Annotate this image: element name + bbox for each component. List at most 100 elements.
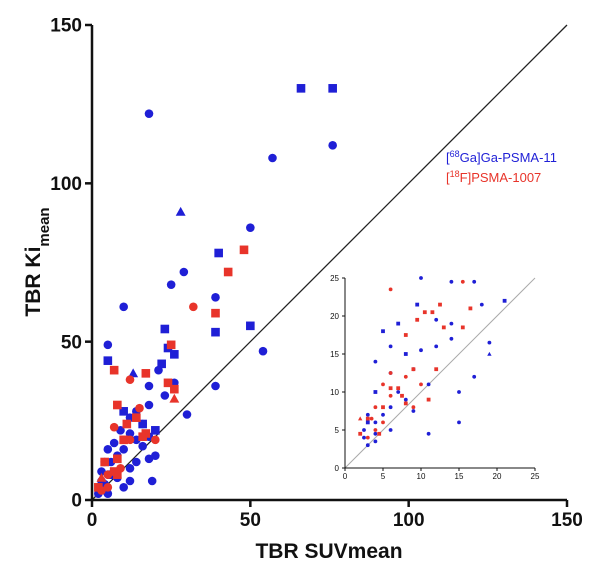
data-point [365,435,370,440]
x-tick-label: 20 [493,472,502,481]
data-point [487,351,492,356]
y-tick-label: 0 [335,464,340,473]
data-point [441,325,446,330]
legend-text-sup: 18 [450,169,460,179]
axis-titles: TBR SUVmean TBR Kimean [22,207,403,563]
data-point [426,431,431,436]
data-point [151,426,160,435]
data-point [100,457,109,467]
data-point [438,302,442,307]
legend-text-pre: [ [446,170,450,185]
data-point [362,428,366,432]
data-point [388,371,393,375]
identity-line [344,277,536,469]
x-tick-label: 100 [393,510,425,531]
y-tick-label: 10 [330,388,339,397]
data-point [396,386,401,391]
data-point [97,486,106,495]
data-point [132,457,141,467]
y-axis-title-subscript: mean [36,207,53,246]
data-point [328,84,337,93]
data-point [411,405,416,410]
y-axis-title: TBR Kimean [22,207,53,316]
data-point [97,467,106,476]
data-point [358,416,363,421]
data-point [246,321,255,331]
data-point [388,405,393,410]
data-point [381,329,385,334]
data-point [434,344,439,349]
data-point [472,279,477,284]
data-point [170,350,179,359]
data-point [502,298,507,303]
data-point [415,317,420,322]
data-point [403,401,408,406]
data-point [328,141,337,150]
data-point [362,435,366,440]
data-point [119,435,128,445]
legend-text-post: F]PSMA-1007 [460,170,542,185]
data-point [449,336,454,341]
data-point [449,279,454,284]
data-point [119,407,128,416]
data-point [109,438,119,448]
data-point [179,267,189,277]
legend-entry: [68Ga]Ga-PSMA-11 [446,149,557,165]
data-point [381,420,385,425]
data-point [144,381,154,391]
data-point [468,306,473,311]
data-point [487,340,492,345]
data-point [151,451,160,460]
data-point [144,109,154,118]
data-point [400,393,404,398]
x-tick-label: 50 [240,510,261,531]
data-point [388,428,393,432]
data-point [103,356,113,365]
data-point [103,489,113,498]
data-point [119,445,128,454]
data-point [373,439,378,444]
y-tick-label: 150 [50,16,82,37]
data-point [419,382,423,387]
data-point [154,365,163,375]
data-point [151,435,160,445]
data-point [113,400,122,410]
data-point [411,409,416,413]
y-tick-label: 50 [61,332,82,353]
data-point [403,352,408,356]
data-point [365,416,370,421]
data-point [388,393,393,398]
legend-text-post: Ga]Ga-PSMA-11 [460,150,557,165]
identity-line [91,24,568,501]
data-point [103,483,113,492]
data-point [365,412,370,417]
x-tick-label: 0 [87,510,98,531]
y-tick-label: 100 [50,174,82,195]
data-point [419,348,423,353]
data-point [358,431,363,436]
legend-text-sup: 68 [450,149,460,159]
data-point [472,374,477,379]
x-tick-label: 0 [343,472,348,481]
data-point [457,390,461,394]
y-tick-label: 15 [330,350,339,359]
data-point [169,393,180,403]
legend-text-pre: [ [446,150,450,165]
data-point [138,432,147,441]
data-point [132,413,141,422]
data-point [113,454,122,464]
data-point [128,368,139,378]
data-point [103,445,113,454]
data-point [373,431,378,436]
data-point [94,483,103,492]
data-point [388,386,393,391]
data-point [96,472,107,482]
data-point [122,419,132,429]
data-point [246,223,255,232]
data-point [109,422,119,432]
data-point [373,405,378,410]
data-point [457,420,461,425]
data-point [460,325,465,330]
data-point [141,369,151,378]
